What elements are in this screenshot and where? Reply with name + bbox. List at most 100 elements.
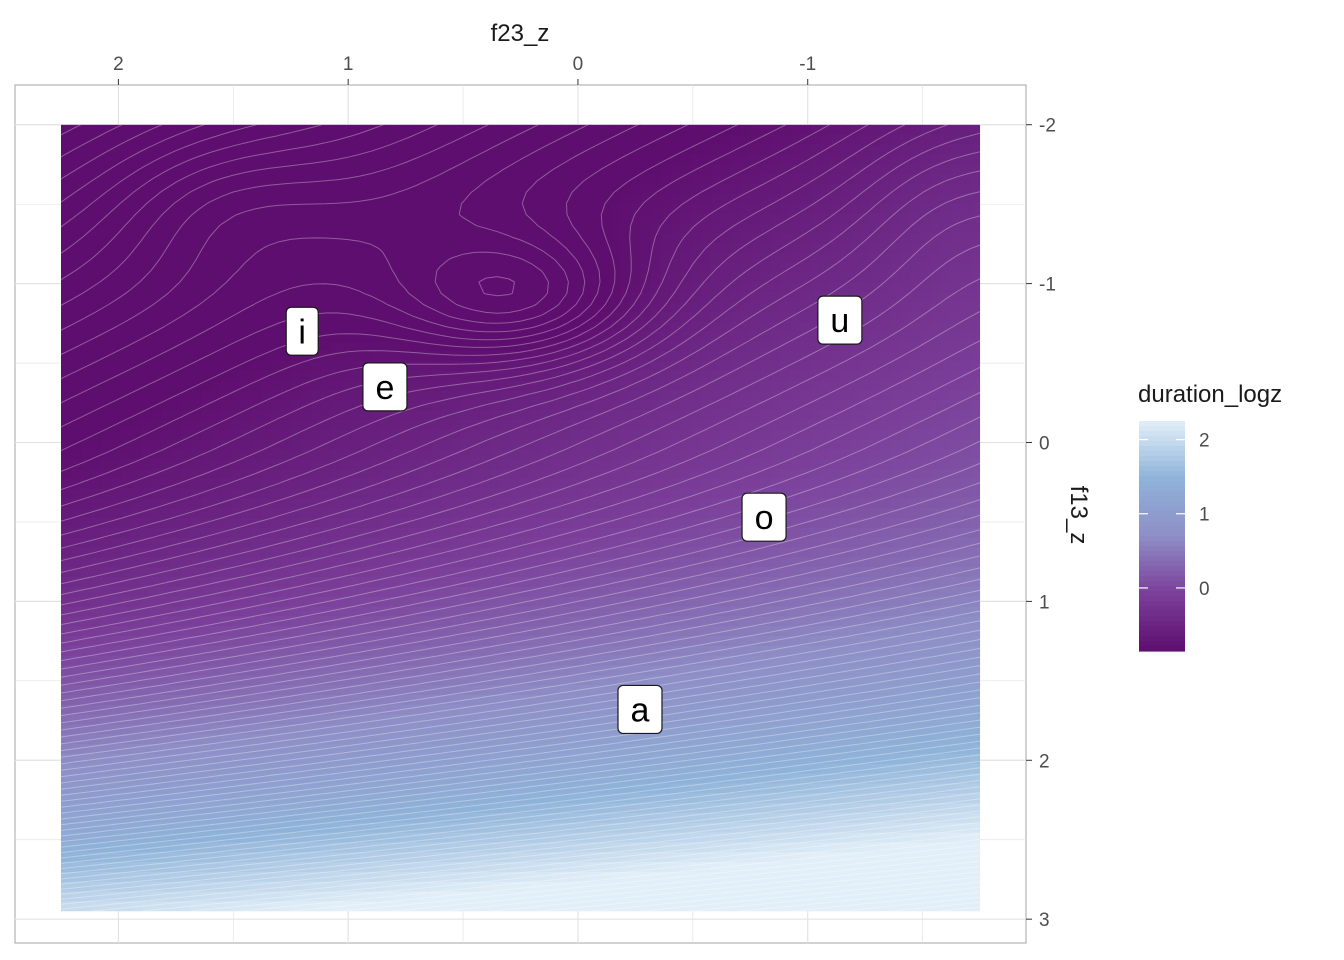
raster-cell (780, 301, 791, 313)
raster-cell (210, 173, 222, 185)
raster-cell (440, 341, 452, 352)
raster-cell (250, 626, 262, 637)
raster-cell (130, 576, 142, 588)
raster-cell (220, 360, 232, 372)
raster-cell (590, 380, 602, 391)
raster-cell (280, 576, 292, 588)
raster-cell (530, 291, 542, 303)
raster-cell (840, 409, 851, 421)
raster-cell (710, 537, 721, 549)
raster-cell (550, 350, 562, 362)
raster-cell (860, 429, 871, 440)
raster-cell (330, 645, 342, 657)
raster-cell (270, 193, 282, 204)
raster-cell (780, 282, 791, 293)
raster-cell (830, 478, 841, 490)
raster-cell (890, 557, 901, 568)
raster-cell (200, 252, 212, 263)
raster-cell (170, 576, 182, 588)
raster-cell (340, 419, 352, 431)
raster-cell (180, 164, 192, 175)
raster-cell (410, 478, 422, 490)
raster-cell (460, 370, 472, 381)
raster-cell (410, 223, 422, 234)
raster-cell (350, 616, 362, 627)
raster-cell (870, 193, 881, 204)
raster-cell (360, 252, 372, 263)
raster-cell (730, 517, 741, 529)
raster-cell (430, 616, 442, 627)
raster-cell (630, 203, 641, 214)
raster-cell (650, 350, 661, 362)
raster-cell (250, 311, 262, 322)
raster-cell (360, 498, 372, 509)
raster-cell (660, 400, 671, 411)
raster-cell (860, 537, 871, 549)
raster-cell (580, 586, 592, 598)
raster-cell (750, 360, 761, 372)
raster-cell (300, 252, 312, 263)
raster-cell (460, 301, 472, 313)
raster-cell (380, 409, 392, 421)
raster-cell (390, 527, 402, 539)
raster-cell (580, 242, 592, 254)
raster-cell (70, 291, 82, 303)
raster-cell (380, 291, 392, 303)
raster-cell (520, 645, 532, 657)
raster-cell (600, 439, 612, 450)
raster-cell (270, 400, 282, 411)
raster-cell (320, 252, 332, 263)
raster-cell (480, 252, 492, 263)
raster-cell (140, 242, 152, 254)
raster-cell (640, 370, 651, 381)
raster-cell (410, 409, 422, 421)
raster-cell (130, 635, 142, 647)
raster-cell (890, 537, 901, 549)
raster-cell (390, 616, 402, 627)
raster-cell (950, 331, 961, 342)
raster-cell (820, 449, 831, 460)
raster-cell (670, 341, 681, 352)
raster-cell (690, 409, 701, 421)
raster-cell (640, 124, 651, 136)
raster-cell (230, 252, 242, 263)
raster-cell (130, 311, 142, 322)
raster-cell (100, 626, 112, 637)
raster-cell (780, 232, 791, 244)
raster-cell (630, 449, 641, 460)
raster-cell (330, 626, 342, 637)
raster-cell (110, 360, 122, 372)
raster-cell (600, 272, 612, 283)
raster-cell (860, 203, 871, 214)
raster-cell (650, 419, 661, 431)
raster-cell (400, 429, 412, 440)
raster-cell (750, 380, 761, 391)
raster-cell (930, 173, 941, 185)
raster-cell (520, 616, 532, 627)
raster-cell (920, 183, 931, 195)
raster-cell (510, 626, 522, 637)
raster-cell (750, 616, 761, 627)
raster-cell (900, 449, 911, 460)
raster-cell (710, 458, 721, 470)
raster-cell (100, 370, 112, 381)
raster-cell (830, 547, 841, 558)
raster-cell (770, 409, 781, 421)
raster-cell (370, 606, 382, 617)
raster-cell (840, 350, 851, 362)
raster-cell (660, 537, 671, 549)
raster-cell (890, 429, 901, 440)
raster-cell (950, 380, 961, 391)
raster-cell (960, 478, 971, 490)
raster-cell (870, 390, 881, 401)
raster-cell (880, 517, 891, 529)
raster-cell (70, 409, 82, 421)
raster-cell (110, 429, 122, 440)
raster-cell (290, 547, 302, 558)
raster-cell (120, 164, 132, 175)
raster-cell (190, 124, 202, 136)
raster-cell (920, 576, 931, 588)
raster-cell (250, 144, 262, 155)
raster-cell (910, 606, 921, 617)
raster-cell (340, 458, 352, 470)
